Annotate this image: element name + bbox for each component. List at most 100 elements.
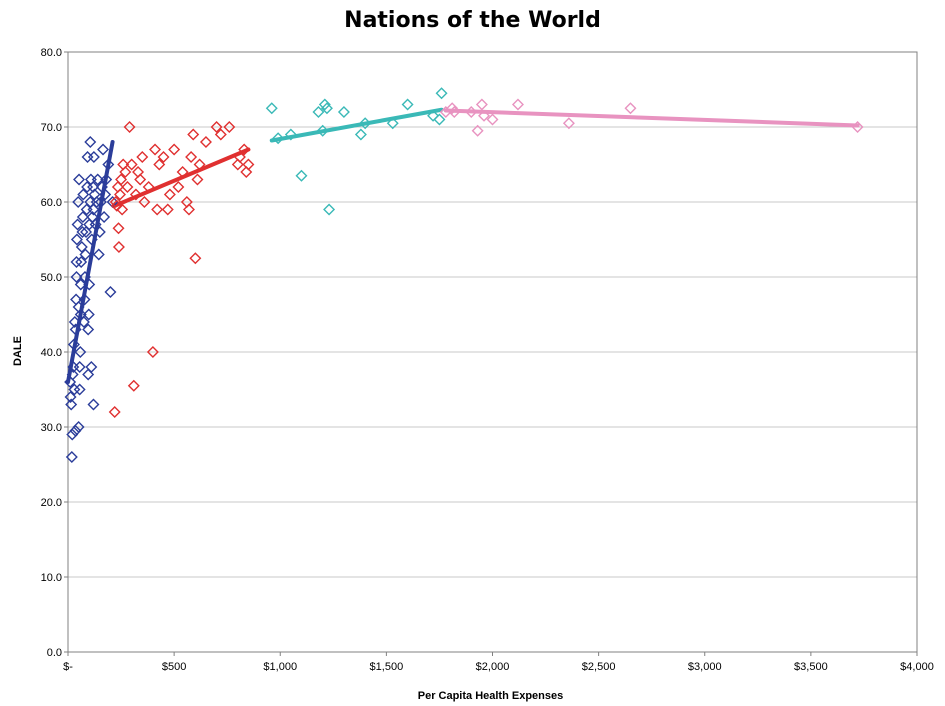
data-point [75, 256, 88, 268]
data-point [82, 308, 95, 321]
data-point [486, 113, 499, 126]
data-point [161, 203, 174, 216]
data-point [76, 226, 89, 238]
data-point [125, 158, 138, 171]
data-point [284, 128, 297, 141]
data-point [84, 136, 97, 148]
data-point [149, 143, 162, 156]
data-point [114, 188, 126, 201]
data-point [151, 203, 164, 216]
data-point [64, 376, 77, 388]
data-point [112, 241, 125, 253]
data-point [116, 203, 129, 216]
data-point [199, 136, 212, 148]
data-point [168, 143, 181, 156]
data-point [295, 169, 308, 182]
data-point [272, 132, 285, 145]
data-point [337, 106, 350, 118]
data-point [129, 188, 142, 201]
data-point [142, 181, 155, 193]
data-point [75, 241, 88, 253]
data-point [76, 211, 89, 223]
y-tick-label: 50.0 [41, 272, 62, 284]
data-point [323, 203, 336, 216]
data-point [70, 233, 83, 246]
plot-border [67, 51, 918, 653]
data-point [85, 361, 98, 373]
data-point [359, 117, 372, 130]
data-point [90, 196, 103, 208]
data-point [77, 188, 90, 201]
data-point [471, 124, 484, 137]
data-point [78, 271, 91, 283]
data-point [386, 117, 399, 130]
data-point [511, 98, 524, 111]
x-tick-label: $4,000 [900, 661, 934, 673]
trend-line-0 [66, 140, 115, 384]
data-point [312, 106, 325, 118]
data-point [238, 143, 251, 156]
data-point [182, 203, 195, 216]
data-point [109, 196, 122, 208]
data-point [465, 106, 478, 118]
data-point [401, 98, 414, 111]
x-tick-label: $3,500 [794, 661, 828, 673]
data-point [69, 424, 82, 437]
data-point [223, 121, 236, 133]
data-point [112, 222, 125, 235]
data-point [94, 196, 107, 208]
data-point [69, 323, 82, 336]
data-point [242, 158, 255, 171]
y-tick-label: 0.0 [47, 647, 62, 659]
data-point [64, 391, 77, 403]
y-tick-label: 70.0 [41, 122, 62, 134]
data-point [72, 196, 85, 208]
data-point [102, 158, 115, 171]
data-point [74, 278, 87, 291]
data-point [185, 151, 198, 163]
data-point [153, 158, 166, 171]
data-point [68, 316, 81, 328]
data-point [65, 398, 78, 411]
y-tick-label: 40.0 [41, 347, 62, 359]
x-tick-label: $500 [162, 661, 186, 673]
data-point [435, 87, 448, 100]
data-point [157, 151, 170, 163]
trend-line-3 [443, 108, 860, 128]
x-tick-label: $1,500 [370, 661, 404, 673]
data-point [448, 106, 461, 118]
data-point [475, 98, 488, 111]
data-point [66, 368, 79, 381]
x-tick-label: $1,000 [263, 661, 297, 673]
data-point [176, 166, 189, 178]
data-point [562, 117, 575, 130]
data-point [66, 428, 79, 441]
y-tick-label: 30.0 [41, 422, 62, 434]
data-point [231, 158, 244, 171]
data-point [110, 199, 123, 212]
data-point [214, 128, 227, 141]
y-tick-label: 10.0 [41, 572, 62, 584]
data-point [123, 121, 136, 133]
x-tick-label: $2,500 [582, 661, 616, 673]
data-point [67, 338, 80, 351]
x-tick-label: $- [63, 661, 73, 673]
x-tick-label: $2,000 [476, 661, 510, 673]
data-point [427, 109, 440, 122]
data-point [233, 151, 246, 163]
data-point [72, 421, 85, 433]
data-point [320, 102, 333, 115]
data-point [99, 188, 112, 201]
data-point [121, 181, 134, 193]
y-tick-label: 60.0 [41, 197, 62, 209]
data-point [115, 173, 128, 186]
data-point [65, 451, 78, 463]
data-point [92, 248, 105, 261]
data-point [136, 151, 149, 163]
data-point [624, 102, 637, 115]
data-point [433, 113, 446, 126]
trend-line-1 [112, 147, 251, 208]
data-point [78, 293, 91, 306]
data-point [146, 346, 159, 358]
